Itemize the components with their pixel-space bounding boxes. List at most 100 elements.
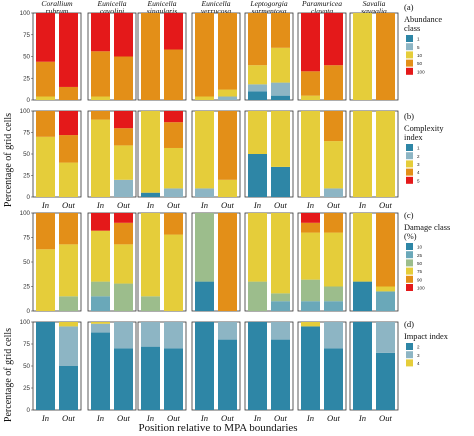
y-tick-label: 100 [20, 319, 31, 326]
x-category-label: Out [221, 200, 235, 210]
legend-swatch [406, 59, 413, 67]
facet-panel: In Out [137, 110, 187, 210]
facet-label-species: clavata [311, 7, 334, 16]
x-category-label: Out [62, 413, 76, 423]
bar-segment [218, 89, 237, 97]
x-category-label: Out [327, 200, 341, 210]
bar-segment [164, 213, 183, 235]
bar-segment [36, 111, 55, 137]
bar-segment [36, 213, 55, 250]
legend-swatch [406, 152, 413, 160]
facet-panel [297, 212, 347, 312]
y-tick-label: 75 [23, 32, 30, 39]
legend-title: class [404, 24, 420, 33]
y-tick-label: 0 [27, 97, 31, 104]
legend-label: 50 [417, 261, 423, 266]
bar-segment [164, 111, 183, 123]
bar-segment [324, 188, 343, 197]
y-tick-label: 0 [27, 308, 31, 315]
bar-segment [324, 213, 343, 233]
bar-segment [36, 136, 55, 197]
bar-segment [91, 51, 110, 97]
bar-segment [59, 162, 78, 197]
bar-segment [324, 301, 343, 311]
bar-segment [301, 301, 320, 311]
x-category-label: Out [221, 413, 235, 423]
facet-headers: CoralliumrubrumEunicellacavoliniEunicell… [41, 0, 387, 16]
bar-segment [114, 56, 133, 100]
bar-segment [141, 13, 160, 100]
bar-segment [164, 13, 183, 50]
bar-segment [114, 283, 133, 311]
bar-segment [218, 213, 237, 311]
y-tick-label: 0 [27, 194, 31, 201]
y-tick-label: 75 [23, 235, 30, 242]
facet-panel: In Out [349, 110, 399, 210]
legend-c: (c) Damage class(%)10 25 50 75 90 100 [404, 210, 450, 291]
panel-label: (d) [404, 319, 414, 329]
facet-panel [87, 12, 137, 101]
facet-panel: In Out [87, 321, 137, 423]
bar-segment [301, 326, 320, 410]
x-category-label: Out [167, 200, 181, 210]
bar-segment [114, 213, 133, 223]
bar-segment [271, 339, 290, 410]
legend-title: Complexity [404, 124, 444, 133]
y-tick-label: 50 [23, 259, 30, 266]
bar-segment [301, 95, 320, 100]
bar-segment [271, 293, 290, 302]
bar-segment [353, 111, 372, 197]
bar-segment [271, 166, 290, 197]
x-category-label: In [306, 200, 314, 210]
bar-segment [114, 111, 133, 129]
legend-label: 50 [417, 61, 423, 66]
panel-b: 0 25 50 75 100 In Out In Out In Out In Out In Out In Out… [20, 108, 399, 210]
bar-segment [91, 96, 110, 100]
legend-label: 3 [417, 353, 420, 358]
bar-segment [218, 96, 237, 100]
bar-segment [195, 322, 214, 410]
bar-segment [301, 322, 320, 327]
legend-label: 100 [417, 69, 425, 74]
x-category-label: Out [117, 413, 131, 423]
bar-segment [376, 291, 395, 311]
bar-segment [164, 122, 183, 148]
bar-segment [91, 281, 110, 297]
facet-label-genus: Eunicella [200, 0, 230, 8]
facet-label-genus: Savalia [363, 0, 386, 8]
facet-label-species: verrucosa [201, 7, 232, 16]
bar-segment [164, 322, 183, 349]
facet-panel [137, 12, 187, 101]
facet-panel [244, 12, 294, 101]
facet-panel: In Out [349, 321, 399, 423]
legend-label: 5 [417, 45, 420, 50]
bar-segment [324, 286, 343, 302]
bar-segment [91, 332, 110, 410]
bar-segment [36, 61, 55, 97]
x-category-label: Out [327, 413, 341, 423]
bar-segment [248, 91, 267, 100]
x-category-label: Out [379, 413, 393, 423]
y-tick-label: 100 [20, 10, 31, 17]
bar-segment [36, 322, 55, 410]
legend-swatch [406, 168, 413, 176]
x-category-label: Out [117, 200, 131, 210]
legend-swatch [406, 176, 413, 184]
y-tick-label: 50 [23, 54, 30, 61]
bar-segment [59, 111, 78, 136]
y-tick-label: 75 [23, 341, 30, 348]
bar-segment [114, 322, 133, 349]
bar-segment [114, 179, 133, 197]
x-category-label: Out [62, 200, 76, 210]
legend-swatch [406, 351, 413, 359]
facet-label-species: singularis [147, 7, 177, 16]
panel-d: 0 25 50 75 100 In Out In Out In Out In Out In Out In Out… [20, 319, 399, 423]
y-tick-label: 0 [27, 407, 31, 414]
legend-label: 10 [417, 53, 423, 58]
panel-c: 0 25 50 75 100 [20, 210, 399, 315]
facet-panel [87, 212, 137, 312]
bar-segment [91, 13, 110, 52]
y-tick-label: 100 [20, 108, 31, 115]
y-tick-label: 50 [23, 151, 30, 158]
